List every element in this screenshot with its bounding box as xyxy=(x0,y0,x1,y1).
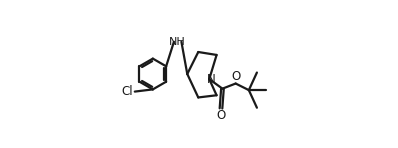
Text: Cl: Cl xyxy=(122,85,133,98)
Text: N: N xyxy=(207,73,215,86)
Text: O: O xyxy=(232,70,241,83)
Text: NH: NH xyxy=(170,37,186,47)
Text: O: O xyxy=(217,108,226,122)
